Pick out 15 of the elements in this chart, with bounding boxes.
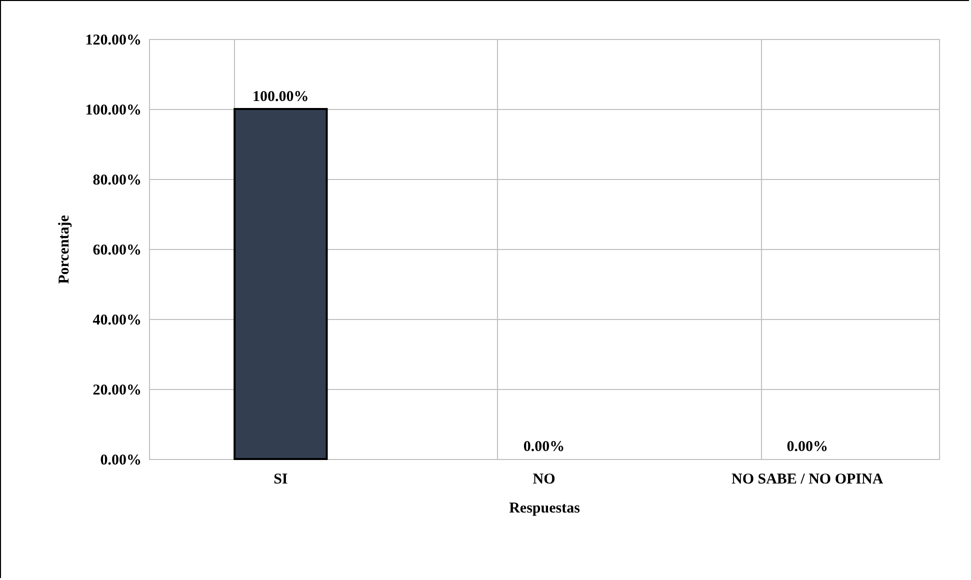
y-tick-label: 100.00% [85, 102, 142, 118]
x-tick-label: SI [274, 472, 288, 488]
x-axis-title: Respuestas [509, 500, 580, 516]
y-axis-title: Porcentaje [56, 214, 72, 284]
x-tick-label: NO SABE / NO OPINA [731, 472, 884, 488]
y-tick-label: 80.00% [92, 172, 142, 188]
data-label: 0.00% [786, 439, 828, 455]
y-tick-label: 40.00% [92, 312, 142, 328]
data-label: 100.00% [252, 89, 309, 105]
data-label: 0.00% [523, 439, 565, 455]
y-tick-label: 0.00% [100, 452, 142, 468]
y-tick-label: 60.00% [92, 242, 142, 258]
y-tick-label: 120.00% [85, 32, 142, 48]
y-tick-label: 20.00% [92, 382, 142, 398]
x-tick-label: NO [532, 472, 556, 488]
